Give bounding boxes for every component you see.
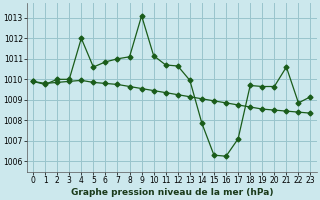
X-axis label: Graphe pression niveau de la mer (hPa): Graphe pression niveau de la mer (hPa) xyxy=(70,188,273,197)
